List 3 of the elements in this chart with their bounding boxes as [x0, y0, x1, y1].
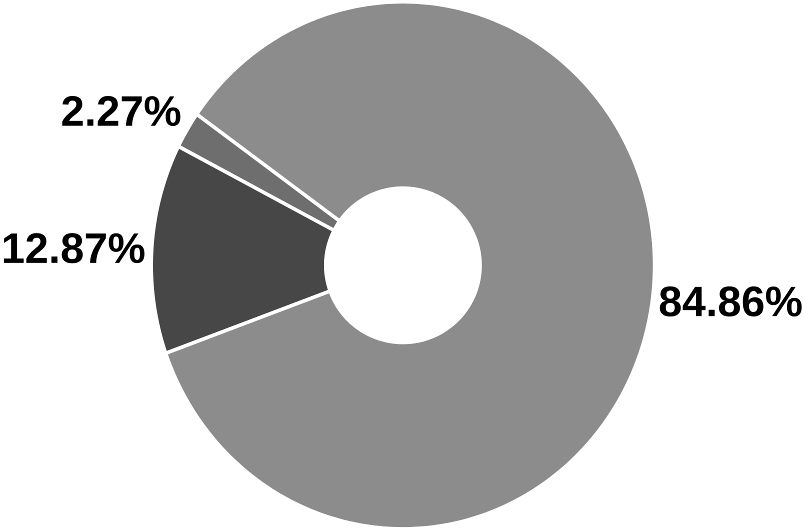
data-label: 84.86% — [660, 286, 802, 317]
data-label: 2.27% — [62, 96, 180, 126]
data-label: 12.87% — [4, 233, 144, 264]
